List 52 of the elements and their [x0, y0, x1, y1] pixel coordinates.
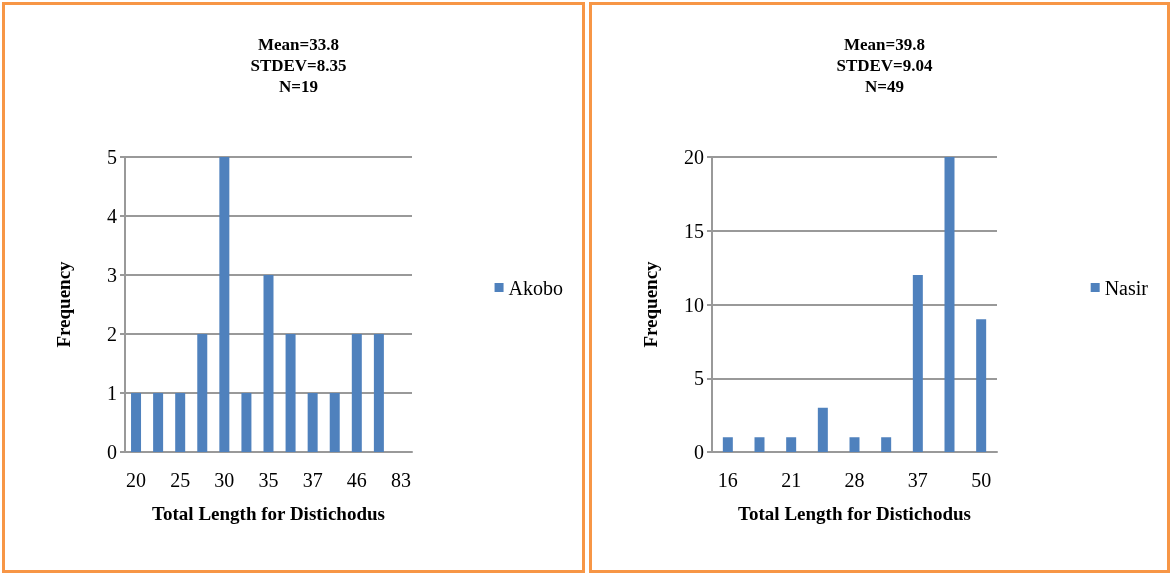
- bar: [912, 275, 923, 452]
- y-tick-label: 1: [107, 382, 117, 404]
- y-tick-label: 3: [107, 264, 117, 286]
- bar: [849, 437, 860, 452]
- x-tick-label: 21: [781, 469, 802, 491]
- bar: [175, 393, 186, 452]
- legend-label: Akobo: [508, 276, 564, 299]
- bar: [197, 334, 208, 452]
- bar: [285, 334, 296, 452]
- x-tick-label: 28: [844, 469, 865, 491]
- x-tick-label: 50: [971, 469, 992, 491]
- y-tick-label: 4: [107, 205, 117, 227]
- y-tick-label: 0: [694, 441, 704, 463]
- bar: [241, 393, 252, 452]
- x-tick-label: 35: [258, 469, 279, 491]
- bar: [722, 437, 733, 452]
- x-tick-label: 16: [717, 469, 738, 491]
- bar: [976, 319, 987, 452]
- chart-title: Mean=33.8 STDEV=8.35 N=19: [250, 35, 347, 96]
- x-tick-label: 25: [170, 469, 191, 491]
- chart-title: Mean=39.8 STDEV=9.04 N=49: [836, 35, 934, 96]
- x-tick-label: 30: [214, 469, 235, 491]
- bar: [307, 393, 318, 452]
- y-tick-label: 10: [684, 293, 704, 316]
- bar: [131, 393, 142, 452]
- bar: [373, 334, 384, 452]
- bar: [351, 334, 362, 452]
- bar: [329, 393, 340, 452]
- y-tick-label: 5: [107, 146, 117, 168]
- x-tick-label: 46: [346, 469, 367, 491]
- y-tick-label: 15: [684, 219, 704, 242]
- x-tick-label: 37: [302, 469, 323, 491]
- bar: [944, 157, 955, 452]
- x-tick-label: 37: [907, 469, 928, 491]
- y-tick-label: 2: [107, 323, 117, 345]
- x-axis-title: Total Length for Distichodus: [152, 503, 385, 524]
- y-axis-title: Frequency: [53, 260, 74, 348]
- legend-label: Nasir: [1104, 276, 1149, 299]
- y-tick-label: 20: [684, 146, 704, 168]
- bar: [219, 157, 230, 452]
- bar: [754, 437, 765, 452]
- bar: [153, 393, 164, 452]
- y-axis-title: Frequency: [640, 260, 661, 348]
- y-tick-label: 5: [694, 367, 704, 390]
- x-tick-label: 20: [126, 469, 147, 491]
- bar: [263, 275, 274, 452]
- x-axis-title: Total Length for Distichodus: [738, 503, 971, 524]
- bar: [786, 437, 797, 452]
- x-tick-label: 83: [390, 469, 411, 491]
- y-tick-label: 0: [107, 441, 117, 463]
- bar: [881, 437, 892, 452]
- bar: [817, 407, 828, 452]
